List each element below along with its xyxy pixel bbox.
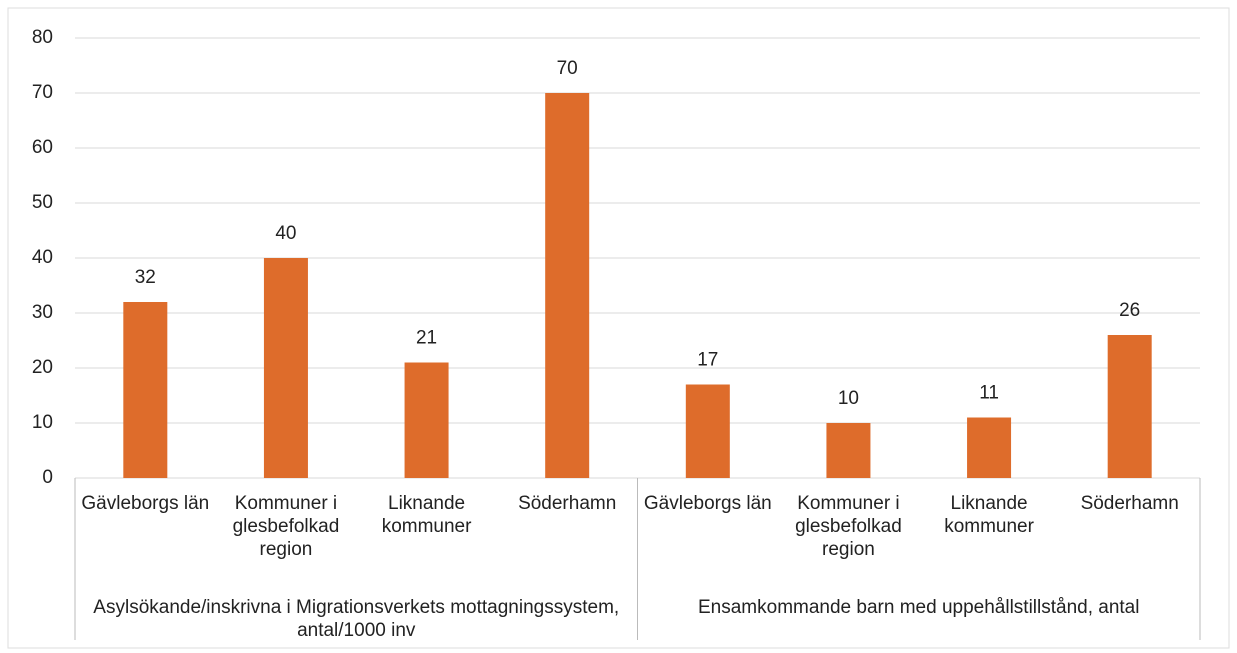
x-tick-label: Kommuner i glesbefolkad region bbox=[795, 493, 902, 560]
x-tick-label: Söderhamn bbox=[1080, 493, 1179, 514]
bar bbox=[826, 423, 871, 478]
y-tick-label: 50 bbox=[32, 192, 53, 213]
x-tick-label: Liknande kommuner bbox=[944, 493, 1034, 537]
bar bbox=[404, 362, 449, 478]
y-tick-label: 20 bbox=[32, 357, 53, 378]
data-label: 40 bbox=[275, 223, 296, 244]
bar bbox=[123, 302, 168, 478]
group-label: Ensamkommande barn med uppehållstillstån… bbox=[698, 597, 1140, 618]
data-label: 11 bbox=[979, 383, 999, 404]
x-tick-label: Gävleborgs län bbox=[643, 493, 772, 514]
y-tick-label: 40 bbox=[32, 247, 53, 268]
x-tick-label: Söderhamn bbox=[518, 493, 617, 514]
y-tick-label: 10 bbox=[32, 412, 53, 433]
bar bbox=[967, 417, 1012, 478]
data-label: 70 bbox=[557, 58, 578, 79]
data-label: 21 bbox=[416, 328, 437, 349]
group-label: Asylsökande/inskrivna i Migrationsverket… bbox=[93, 597, 620, 641]
x-tick-label: Gävleborgs län bbox=[81, 493, 210, 514]
frame bbox=[7, 7, 1230, 649]
y-tick-label: 0 bbox=[42, 467, 53, 488]
x-tick-label: Kommuner i glesbefolkad region bbox=[232, 493, 340, 560]
bar bbox=[685, 384, 730, 478]
data-label: 10 bbox=[838, 388, 859, 409]
y-tick-label: 80 bbox=[32, 27, 53, 48]
bar bbox=[1107, 335, 1152, 478]
bar bbox=[263, 258, 308, 478]
y-tick-label: 30 bbox=[32, 302, 53, 323]
y-tick-label: 60 bbox=[32, 137, 53, 158]
x-tick-label: Liknande kommuner bbox=[381, 493, 472, 537]
bar bbox=[545, 93, 590, 478]
data-label: 32 bbox=[135, 267, 156, 288]
y-tick-label: 70 bbox=[32, 82, 53, 103]
data-label: 26 bbox=[1119, 300, 1140, 321]
data-label: 17 bbox=[697, 350, 718, 371]
